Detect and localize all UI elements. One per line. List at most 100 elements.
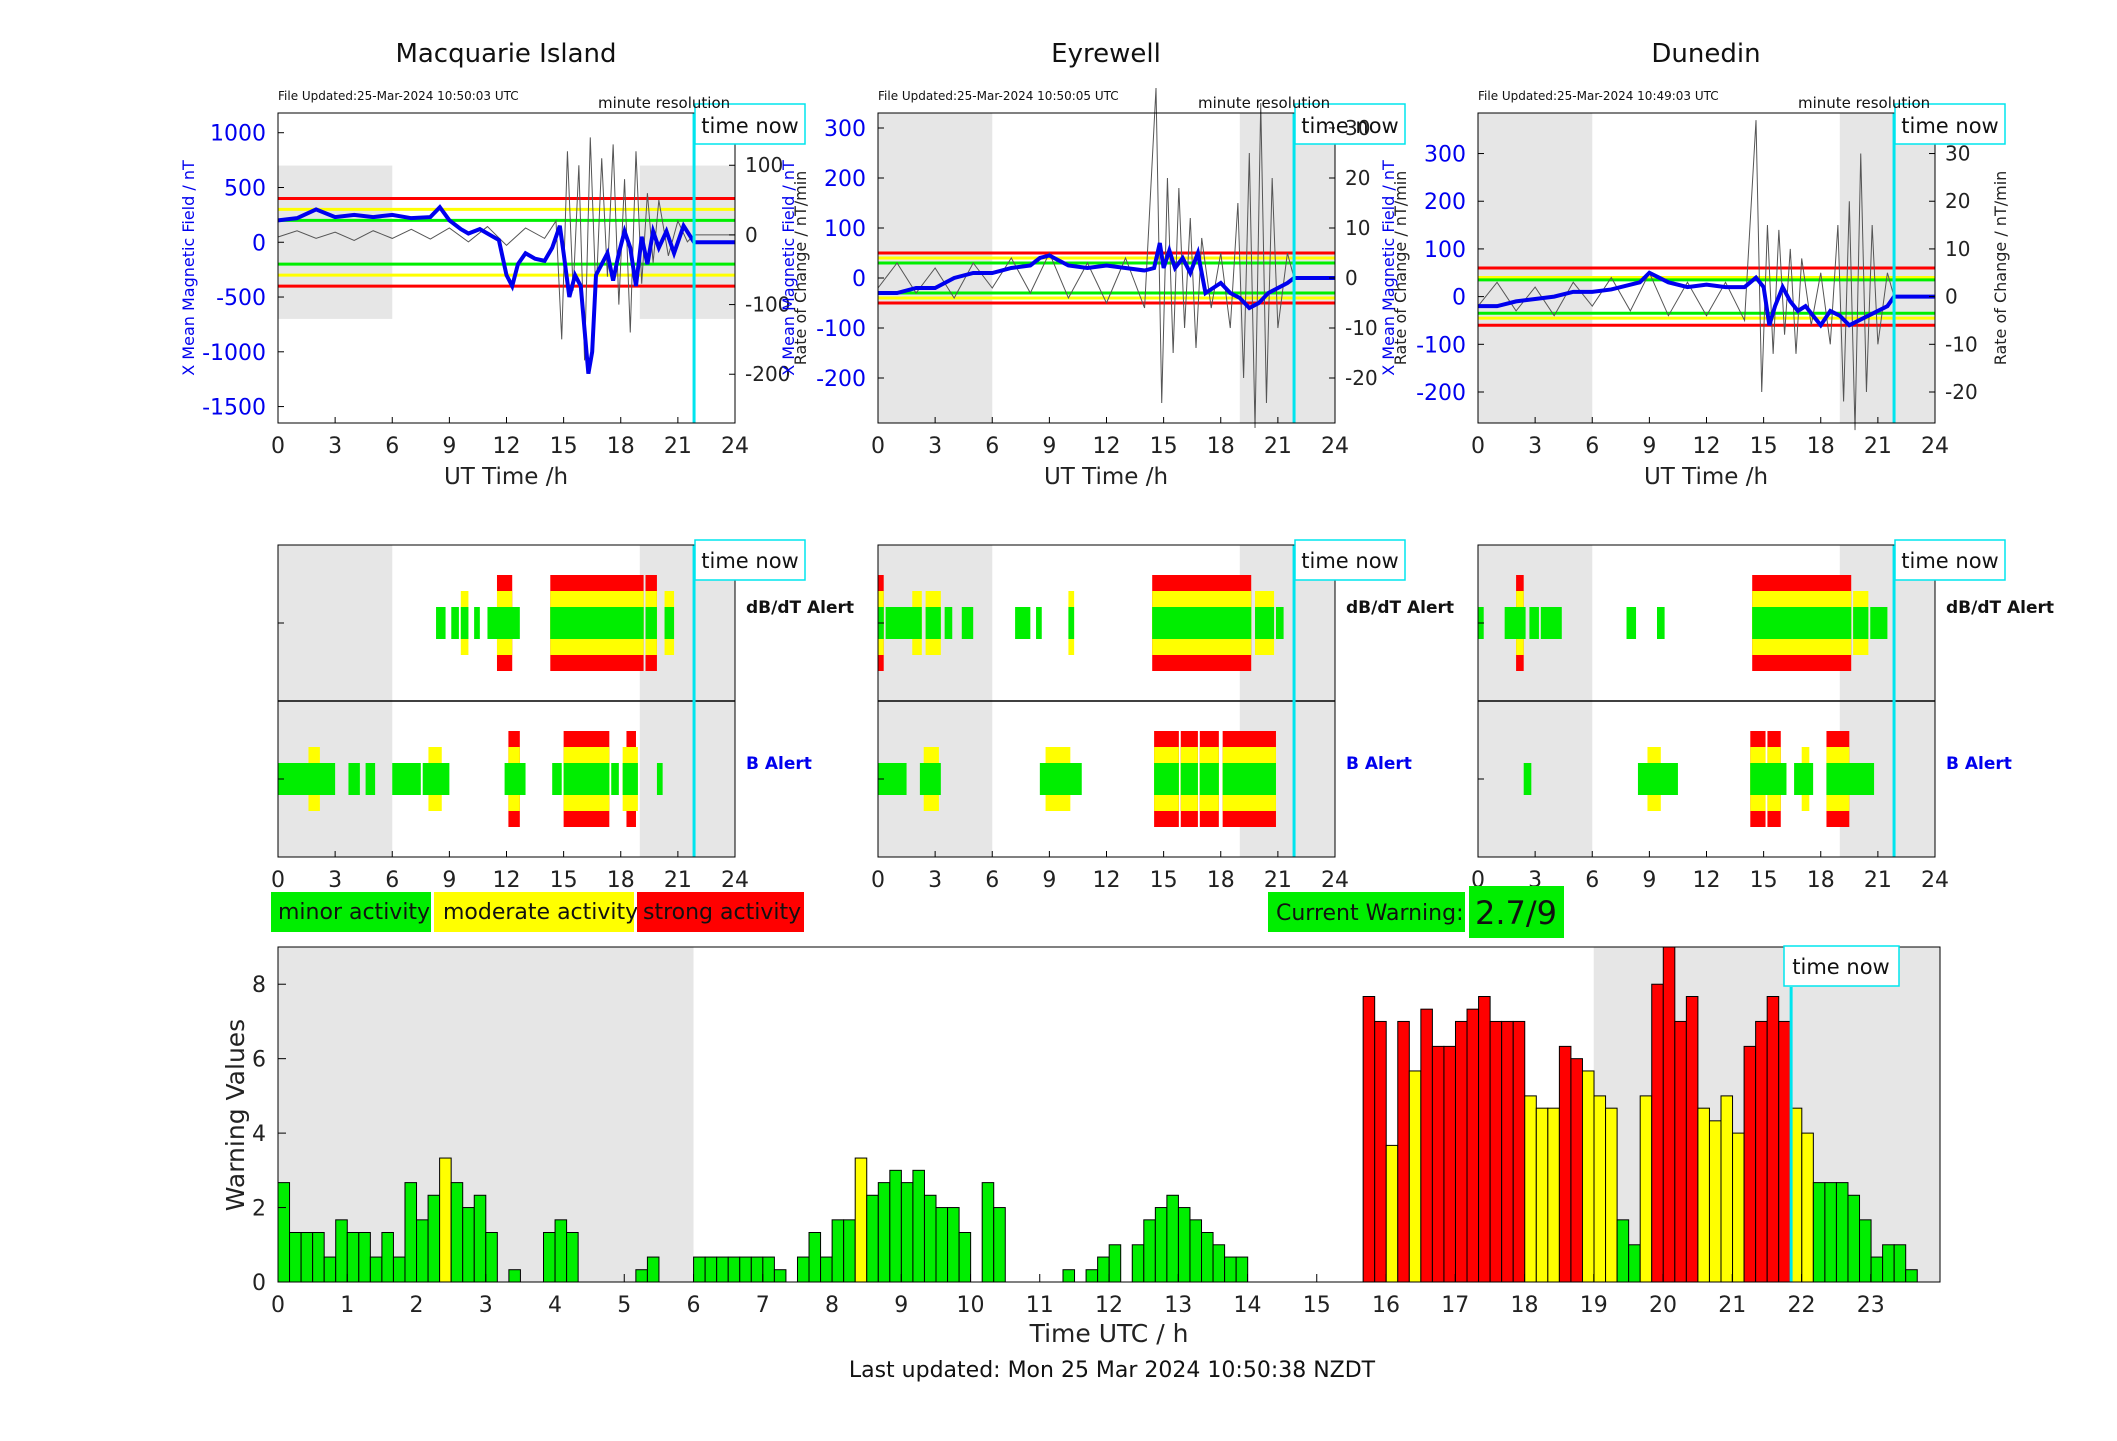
right-tick-label: -10 <box>1945 332 1978 356</box>
x-tick-label: 11 <box>1026 1293 1054 1318</box>
right-tick-label: 20 <box>1945 189 1970 213</box>
b-alert-bar <box>1794 763 1814 795</box>
x-tick-label: 9 <box>1642 868 1656 893</box>
warning-bar <box>646 1256 660 1283</box>
b-alert-bar <box>563 763 610 795</box>
right-tick-label: -20 <box>1945 380 1978 404</box>
legend-label-strong: strong activity <box>643 900 801 925</box>
left-tick-label: 0 <box>852 267 866 292</box>
left-y-axis-label: X Mean Magnetic Field / nT <box>179 160 198 376</box>
x-tick-label: 12 <box>1693 434 1721 459</box>
warning-bar <box>773 1269 787 1283</box>
warning-bar <box>935 1207 949 1283</box>
rate-of-change-line <box>1477 120 1935 431</box>
dbdt-alert-label: dB/dT Alert <box>746 598 854 618</box>
left-tick-label: -500 <box>216 286 266 311</box>
y-tick-label: 8 <box>252 973 266 998</box>
left-tick-label: 200 <box>1424 190 1466 215</box>
right-tick-label: -10 <box>1345 316 1378 340</box>
dbdt-alert-bar <box>1036 607 1042 639</box>
warning-bar <box>1408 1070 1422 1283</box>
x-tick-label: 0 <box>271 434 285 459</box>
dbdt-alert-bar <box>460 607 469 639</box>
time-now-box <box>1294 103 1406 145</box>
right-y-axis-label: Rate of Change / nT/min <box>791 171 810 366</box>
warning-bar <box>543 1231 556 1283</box>
right-tick-label: 0 <box>745 223 758 247</box>
time-now-box <box>694 539 806 581</box>
x-tick-label: 24 <box>721 868 749 893</box>
warning-bar <box>1535 1107 1549 1283</box>
time-now-box <box>1894 539 2006 581</box>
right-y-axis-label: Rate of Change / nT/min <box>1991 171 2010 366</box>
x-axis-label: UT Time /h <box>1044 464 1168 490</box>
x-tick-label: 6 <box>385 434 399 459</box>
warning-bar <box>1639 1095 1653 1283</box>
b-alert-bar <box>1828 763 1875 795</box>
warning-bar <box>981 1182 995 1283</box>
right-tick-label: 0 <box>1345 266 1358 290</box>
left-tick-label: -100 <box>1416 333 1466 358</box>
x-tick-label: 15 <box>1303 1293 1331 1318</box>
warning-bar <box>1512 1020 1526 1283</box>
warning-bar <box>1859 1219 1872 1283</box>
x-tick-label: 0 <box>871 434 885 459</box>
dbdt-alert-bar <box>1152 607 1252 639</box>
warning-bar <box>1905 1269 1918 1283</box>
warning-bar <box>993 1207 1006 1283</box>
x-tick-label: 22 <box>1788 1293 1816 1318</box>
x-tick-label: 0 <box>1471 434 1485 459</box>
left-tick-label: 300 <box>824 117 866 142</box>
warning-bar <box>1743 1045 1757 1283</box>
x-tick-label: 12 <box>1093 434 1121 459</box>
left-tick-label: 200 <box>824 167 866 192</box>
warning-bar <box>1662 946 1676 1283</box>
dbdt-alert-label: dB/dT Alert <box>1346 598 1454 618</box>
warning-bar <box>1720 1095 1734 1283</box>
warning-bar <box>1235 1256 1249 1283</box>
x-tick-label: 14 <box>1234 1293 1262 1318</box>
x-tick-label: 18 <box>1807 868 1835 893</box>
warning-bar <box>1628 1244 1641 1283</box>
x-tick-label: 24 <box>1321 868 1349 893</box>
station-title: Dunedin <box>1651 39 1760 69</box>
time-now-label: time now <box>1301 114 1398 138</box>
time-now-label: time now <box>1792 955 1889 979</box>
x-tick-label: 18 <box>1807 434 1835 459</box>
dbdt-alert-bar <box>1529 607 1539 639</box>
warning-bar <box>554 1219 568 1283</box>
x-tick-label: 21 <box>1864 434 1892 459</box>
warning-bar <box>693 1256 706 1283</box>
time-now-label: time now <box>701 114 798 138</box>
warning-bar <box>1755 1020 1768 1283</box>
x-tick-label: 7 <box>756 1293 770 1318</box>
x-tick-label: 24 <box>721 434 749 459</box>
x-tick-label: 6 <box>385 868 399 893</box>
left-tick-label: -100 <box>816 317 866 342</box>
x-tick-label: 0 <box>271 868 285 893</box>
rate-of-change-line <box>877 87 1335 429</box>
minute-resolution-text: minute resolution <box>1198 94 1330 112</box>
y-tick-label: 2 <box>252 1197 266 1222</box>
dbdt-alert-bar <box>1540 607 1562 639</box>
warning-bar <box>877 1182 891 1283</box>
file-updated-text: File Updated:25-Mar-2024 10:49:03 UTC <box>1478 89 1719 103</box>
warning-bar <box>462 1207 475 1283</box>
right-tick-label: 0 <box>1945 285 1958 309</box>
warning-bar <box>289 1231 302 1283</box>
warning-bar <box>1224 1256 1237 1283</box>
warning-bar <box>1605 1107 1618 1283</box>
minute-resolution-text: minute resolution <box>598 94 730 112</box>
warning-bar <box>1097 1256 1110 1283</box>
warning-bar <box>1201 1231 1214 1283</box>
warning-bar <box>1870 1256 1884 1283</box>
right-tick-label: 30 <box>1345 116 1370 140</box>
warning-bar <box>912 1169 925 1283</box>
x-tick-label: 3 <box>328 434 342 459</box>
x-tick-label: 0 <box>871 868 885 893</box>
warning-bar <box>1824 1182 1837 1283</box>
warning-bar <box>416 1219 429 1283</box>
